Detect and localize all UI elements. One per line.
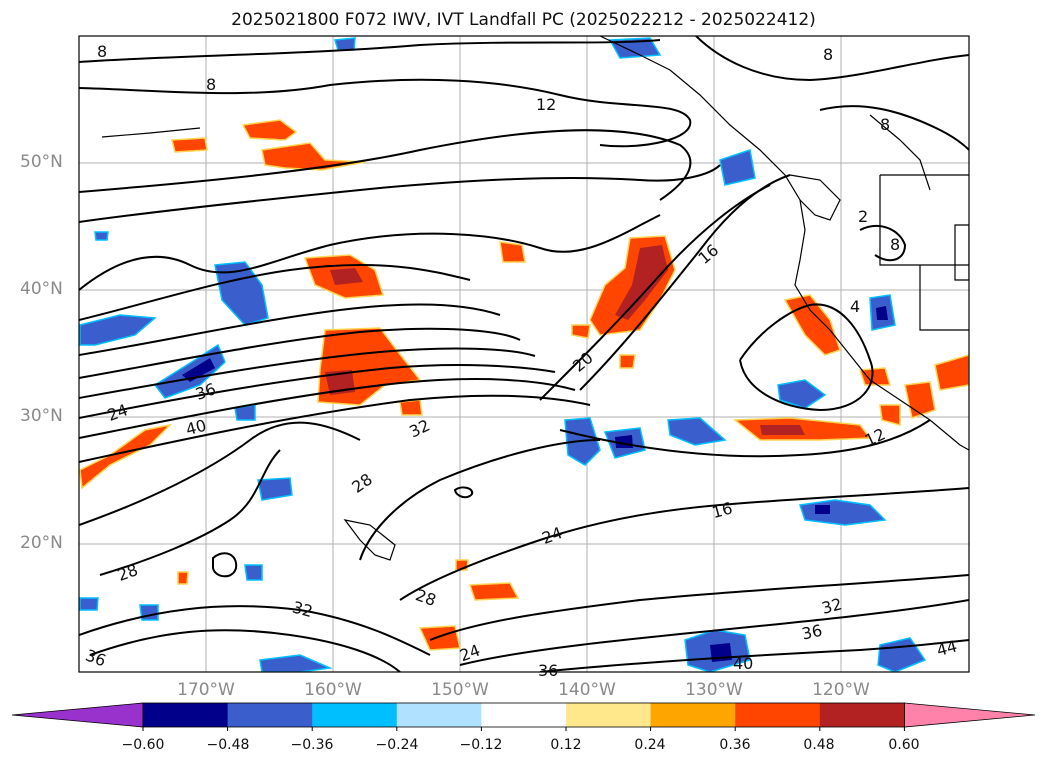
colorbar-outline xyxy=(142,702,905,728)
colorbar-segment xyxy=(396,703,482,727)
coastlines xyxy=(101,36,969,561)
contour-label: 16 xyxy=(694,240,722,268)
colorbar xyxy=(11,702,1036,731)
colorbar-segment xyxy=(566,703,652,727)
colorbar-extend-min xyxy=(11,702,144,728)
colorbar-tick-label: −0.12 xyxy=(459,737,503,753)
colorbar-segment xyxy=(650,703,736,727)
contour-label: 32 xyxy=(820,594,845,618)
contour-label: 8 xyxy=(97,42,107,61)
lon-label: 140°W xyxy=(558,680,616,700)
contour-label: 8 xyxy=(890,235,900,254)
colorbar-tick-label: −0.48 xyxy=(206,737,250,753)
contour-labels: 8 8 12 8 8 16 2 8 4 20 12 24 36 40 32 28… xyxy=(83,42,959,680)
map-title: 2025021800 F072 IWV, IVT Landfall PC (20… xyxy=(231,10,816,30)
contour-label: 40 xyxy=(733,654,753,673)
iwv-contours xyxy=(79,36,969,672)
colorbar-tick-label: 0.24 xyxy=(634,737,666,753)
lat-label: 50°N xyxy=(20,152,63,172)
lon-label: 150°W xyxy=(431,680,489,700)
contour-label: 32 xyxy=(406,416,432,442)
contour-label: 20 xyxy=(569,348,597,376)
contour-label: 8 xyxy=(823,45,833,64)
contour-label: 8 xyxy=(206,75,216,94)
colorbar-extend-max xyxy=(904,702,1036,728)
colorbar-segment xyxy=(143,703,229,727)
lon-label: 160°W xyxy=(304,680,362,700)
contour-label: 8 xyxy=(880,115,890,134)
colorbar-tick-label: 0.36 xyxy=(719,737,751,753)
lat-label: 40°N xyxy=(20,279,63,299)
contour-label: 16 xyxy=(710,498,735,522)
contour-label: 36 xyxy=(538,661,558,680)
colorbar-tick-label: 0.48 xyxy=(803,737,835,753)
colorbar-segment xyxy=(819,703,905,727)
colorbar-segment xyxy=(481,703,567,727)
lon-label: 130°W xyxy=(685,680,743,700)
contour-label: 24 xyxy=(105,400,131,425)
colorbar-segment xyxy=(227,703,313,727)
contour-label: 2 xyxy=(858,207,868,226)
contour-label: 40 xyxy=(184,416,209,440)
contour-label: 36 xyxy=(800,621,824,644)
colorbar-tick-label: −0.60 xyxy=(121,737,165,753)
contour-label: 44 xyxy=(935,636,960,660)
colorbar-segment xyxy=(735,703,821,727)
colorbar-tick-label: −0.24 xyxy=(375,737,419,753)
contour-label: 12 xyxy=(536,95,556,114)
map-frame xyxy=(78,35,970,673)
lat-label: 30°N xyxy=(20,406,63,426)
colorbar-tick-label: −0.36 xyxy=(290,737,334,753)
contour-label: 4 xyxy=(850,297,860,316)
lon-label: 120°W xyxy=(812,680,870,700)
contour-label: 32 xyxy=(290,598,315,622)
lat-label: 20°N xyxy=(20,533,63,553)
colorbar-tick-label: 0.12 xyxy=(550,737,582,753)
contour-label: 28 xyxy=(348,470,376,497)
lon-label: 170°W xyxy=(177,680,235,700)
colorbar-segment xyxy=(312,703,398,727)
colorbar-tick-label: 0.60 xyxy=(888,737,920,753)
